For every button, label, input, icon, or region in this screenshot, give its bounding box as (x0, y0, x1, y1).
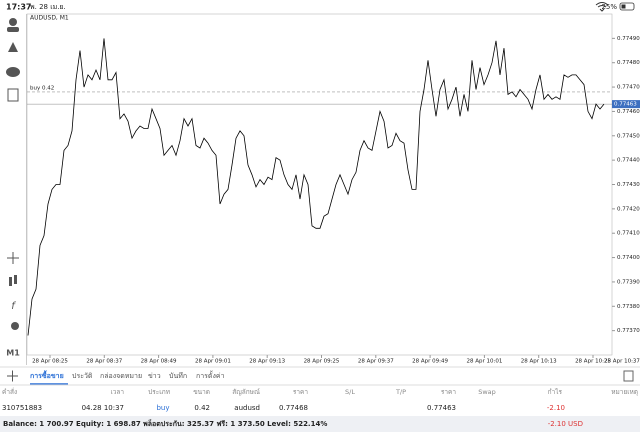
cell-price: 0.77463 (427, 404, 456, 412)
y-tick-label: 0.77480 (617, 60, 640, 66)
crosshair-icon[interactable] (7, 252, 19, 264)
tabs: การซื้อขาย ประวัติ กล่องจดหมาย ข่าว บันทึก กา… (30, 369, 225, 385)
x-tick-label: 28 Apr 10:37 (604, 359, 640, 365)
y-tick-label: 0.77450 (617, 133, 640, 139)
x-tick-label: 28 Apr 09:25 (304, 359, 340, 365)
y-tick-label: 0.77460 (617, 109, 640, 115)
column-header: T/P (395, 388, 406, 396)
cell-open-price: 0.77468 (279, 404, 308, 412)
column-header: ขนาด (193, 388, 210, 396)
cell-profit: -2.10 (547, 404, 565, 412)
cell-time: 04.28 10:37 (82, 404, 124, 412)
column-header: S/L (345, 388, 355, 396)
tab[interactable]: การตั้งค่า (196, 369, 225, 380)
chart-title: AUDUSD, M1 (30, 15, 69, 22)
footer-bar (0, 416, 640, 432)
y-tick-label: 0.77430 (617, 182, 640, 188)
last-price-tag (612, 100, 640, 109)
trade-icon[interactable] (8, 42, 18, 52)
column-header: ราคา (441, 388, 456, 396)
x-tick-label: 28 Apr 08:49 (141, 359, 177, 365)
y-tick-label: 0.77440 (617, 158, 640, 164)
wifi-icon (595, 2, 609, 12)
battery-level (621, 4, 626, 9)
chat-icon[interactable] (6, 67, 20, 77)
tab[interactable]: กล่องจดหมาย (100, 372, 142, 380)
function-icon[interactable]: f (11, 301, 16, 312)
tab[interactable]: ประวัติ (72, 372, 93, 380)
x-tick-label: 28 Apr 10:01 (466, 359, 502, 365)
price-line (27, 38, 605, 336)
x-tick-label: 28 Apr 09:01 (195, 359, 231, 365)
tab[interactable]: การซื้อขาย (30, 369, 64, 380)
toolbar: f M1 (6, 18, 20, 358)
x-tick-label: 28 Apr 09:49 (412, 359, 448, 365)
x-tick-label: 28 Apr 10:13 (521, 359, 557, 365)
status-date: พ. 28 เม.ย. (30, 3, 66, 11)
column-header: ราคา (293, 388, 308, 396)
y-tick-label: 0.77380 (617, 304, 640, 310)
account-icon-body (7, 27, 19, 32)
new-order-icon[interactable] (7, 88, 19, 102)
column-header: คำสั่ง (2, 387, 17, 396)
status-battery: 25% (601, 3, 617, 11)
timeframe-button[interactable]: M1 (6, 349, 20, 358)
column-header: สัญลักษณ์ (232, 388, 260, 396)
column-header: เวลา (110, 388, 124, 396)
footer-summary: Balance: 1 700.97 Equity: 1 698.87 พล็อต… (3, 419, 327, 428)
last-price-label: 0.77463 (614, 102, 637, 108)
x-tick-label: 28 Apr 08:25 (32, 359, 68, 365)
tab[interactable]: ข่าว (148, 372, 161, 380)
cell-size: 0.42 (194, 404, 210, 412)
indicator-icon[interactable] (9, 277, 12, 286)
x-tick-label: 28 Apr 10:25 (575, 359, 611, 365)
buy-line-label: buy 0.42 (30, 85, 54, 91)
y-tick-label: 0.77370 (617, 328, 640, 334)
y-tick-label: 0.77470 (617, 85, 640, 91)
y-tick-label: 0.77400 (617, 255, 640, 261)
x-tick-label: 28 Apr 09:37 (358, 359, 394, 365)
collapse-icon[interactable] (623, 370, 634, 382)
battery-icon (619, 2, 635, 11)
cell-type: buy (156, 404, 169, 412)
cell-symbol: audusd (234, 404, 260, 412)
footer-total: -2.10 USD (548, 420, 583, 428)
status-time: 17:37 (6, 3, 31, 12)
column-header: หมายเหตุ (611, 388, 638, 396)
column-header: Swap (478, 388, 496, 396)
column-header: กำไร (548, 388, 563, 396)
y-tick-label: 0.77390 (617, 279, 640, 285)
tab[interactable]: บันทึก (169, 371, 187, 380)
column-header: ประเภท (148, 388, 170, 396)
plot: 0.77370 0.77380 0.77390 0.77400 0.77410 0.774… (27, 36, 640, 365)
objects-icon[interactable] (11, 322, 19, 330)
add-button[interactable] (7, 370, 18, 382)
x-tick-label: 28 Apr 09:13 (249, 359, 285, 365)
y-tick-label: 0.77490 (617, 36, 640, 42)
account-icon[interactable] (9, 18, 17, 26)
y-tick-label: 0.77420 (617, 206, 640, 212)
x-tick-label: 28 Apr 08:37 (86, 359, 122, 365)
cell-order[interactable]: 310751883 (2, 404, 42, 412)
positions-table: คำสั่ง เวลา ประเภท ขนาด สัญลักษณ์ ราคา S/L T/P ร… (2, 387, 638, 412)
y-tick-label: 0.77410 (617, 231, 640, 237)
indicator-icon-b (14, 275, 17, 284)
